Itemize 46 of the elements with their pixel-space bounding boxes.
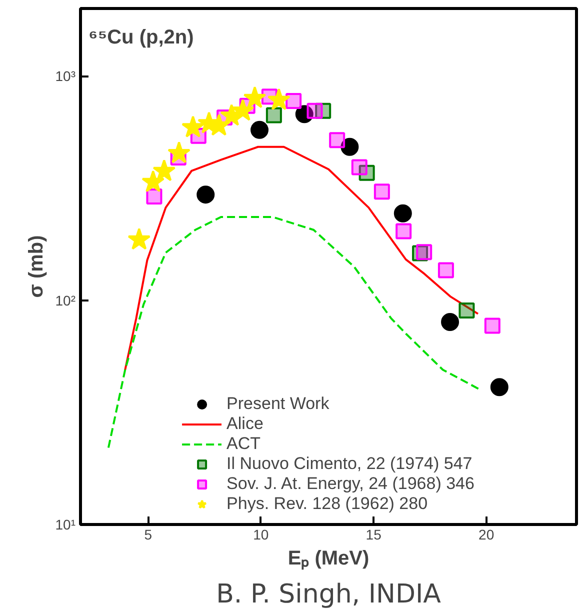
legend-label: Phys. Rev. 128 (1962) 280 <box>226 494 428 514</box>
point <box>196 186 215 204</box>
y-tick-label: 10³ <box>55 68 76 84</box>
point <box>458 302 475 319</box>
line-series <box>124 146 479 371</box>
point <box>438 262 454 278</box>
point <box>286 92 302 109</box>
y-axis-title: σ (mb) <box>25 235 48 298</box>
text: ⁶⁵Cu (p,2n) <box>88 26 194 48</box>
legend-label: Il Nuovo Cimento, 22 (1974) 547 <box>226 454 472 474</box>
point <box>394 204 412 222</box>
point <box>490 378 508 396</box>
point <box>374 184 390 200</box>
point <box>152 159 176 182</box>
point <box>266 107 282 124</box>
legend-label: Alice <box>226 414 264 434</box>
x-axis-title: Eₚ (MeV) <box>288 548 370 570</box>
point <box>396 223 412 240</box>
point <box>168 141 190 164</box>
point <box>182 116 204 138</box>
point <box>340 138 359 156</box>
y-tick-label: 10² <box>55 292 76 308</box>
x-tick-label: 15 <box>366 526 382 542</box>
point <box>484 318 500 334</box>
point <box>250 120 269 139</box>
point <box>243 86 266 108</box>
x-tick-label: 10 <box>253 526 269 542</box>
point <box>231 98 254 121</box>
y-tick-label: 10¹ <box>55 516 76 532</box>
point <box>128 228 151 250</box>
point <box>416 244 432 260</box>
point <box>267 88 290 110</box>
point <box>295 105 314 124</box>
point <box>306 102 323 119</box>
line-series <box>107 216 481 449</box>
legend-label: ACT <box>226 434 261 454</box>
legend-label: Sov. J. At. Energy, 24 (1968) 346 <box>226 474 474 494</box>
x-tick-label: 20 <box>478 526 494 542</box>
point <box>329 132 346 148</box>
point <box>142 170 165 192</box>
point <box>146 188 162 205</box>
legend-label: Present Work <box>226 394 330 414</box>
point <box>441 313 460 331</box>
point <box>351 159 368 176</box>
text: B. P. Singh, INDIA <box>216 580 442 610</box>
x-tick-label: 5 <box>144 526 152 542</box>
